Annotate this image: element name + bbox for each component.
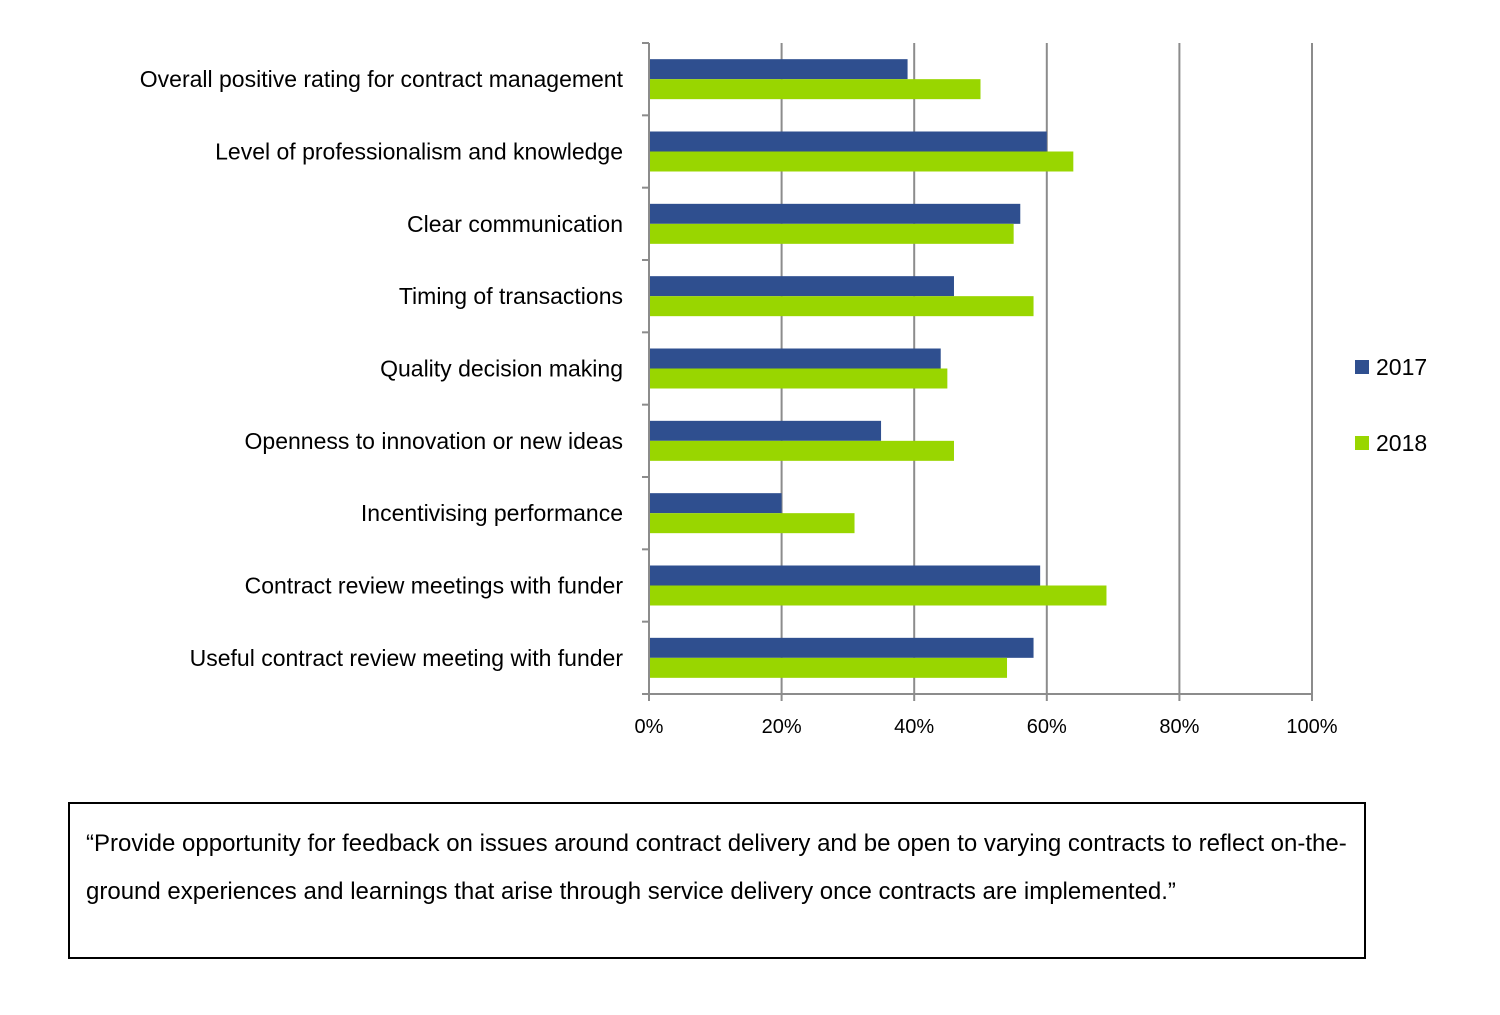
quote-box: “Provide opportunity for feedback on iss…: [68, 802, 1366, 959]
bar-2017: [650, 348, 941, 369]
bar-2017: [650, 59, 908, 80]
category-label: Useful contract review meeting with fund…: [190, 645, 624, 671]
category-label: Contract review meetings with funder: [245, 573, 624, 599]
x-tick-label: 60%: [1027, 716, 1067, 738]
x-tick-label: 80%: [1159, 716, 1199, 738]
category-label: Timing of transactions: [399, 283, 623, 309]
legend-label-2018: 2018: [1376, 430, 1427, 456]
category-label: Quality decision making: [380, 356, 623, 382]
bar-2017: [650, 637, 1034, 658]
category-label: Openness to innovation or new ideas: [245, 428, 623, 454]
bar-2018: [650, 79, 981, 100]
category-labels: Overall positive rating for contract man…: [140, 66, 624, 671]
category-label: Level of professionalism and knowledge: [215, 139, 623, 165]
x-tick-label: 20%: [762, 716, 802, 738]
bars: [650, 59, 1107, 678]
bar-2017: [650, 131, 1047, 152]
axes: [642, 42, 1313, 701]
legend-swatch-2018: [1355, 436, 1369, 450]
x-tick-label: 0%: [635, 716, 664, 738]
bar-2017: [650, 276, 954, 297]
bar-chart: Overall positive rating for contract man…: [140, 42, 1427, 738]
bar-2018: [650, 368, 948, 389]
bar-2018: [650, 440, 954, 461]
quote-text: “Provide opportunity for feedback on iss…: [86, 830, 1347, 905]
bar-2017: [650, 493, 782, 514]
bar-2017: [650, 420, 882, 441]
bar-2018: [650, 513, 855, 534]
bar-2018: [650, 296, 1034, 317]
legend: 2017 2018: [1355, 354, 1427, 456]
category-label: Clear communication: [407, 211, 623, 237]
bar-2018: [650, 585, 1107, 606]
bar-2017: [650, 203, 1021, 224]
legend-swatch-2017: [1355, 360, 1369, 374]
category-label: Incentivising performance: [361, 500, 623, 526]
bar-2017: [650, 565, 1041, 586]
category-label: Overall positive rating for contract man…: [140, 66, 624, 92]
legend-label-2017: 2017: [1376, 354, 1427, 380]
x-tick-label: 40%: [894, 716, 934, 738]
x-tick-labels: 0% 20% 40% 60% 80% 100%: [635, 716, 1338, 738]
bar-2018: [650, 223, 1014, 244]
x-tick-label: 100%: [1286, 716, 1337, 738]
bar-2018: [650, 151, 1074, 172]
bar-2018: [650, 657, 1008, 678]
